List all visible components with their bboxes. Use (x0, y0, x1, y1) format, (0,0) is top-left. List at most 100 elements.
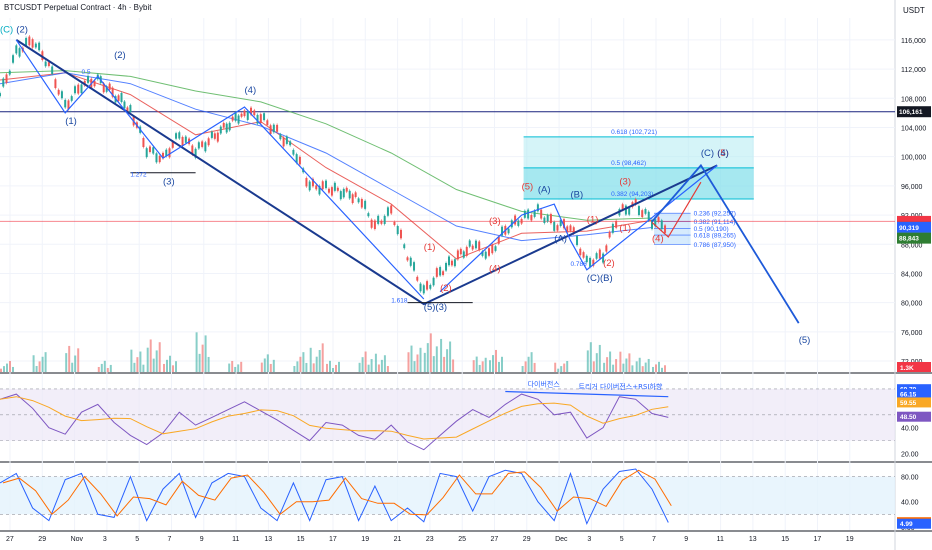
candle-body (168, 148, 171, 158)
volume-bar (435, 346, 438, 372)
price-badge-label: 88,843 (899, 236, 919, 243)
volume-bar (269, 363, 272, 372)
candle-body (142, 138, 145, 148)
time-tick-label: 5 (620, 536, 624, 543)
candle-body (197, 142, 200, 149)
candle-body (321, 181, 324, 190)
candle-body (269, 125, 272, 135)
volume-bar (527, 356, 530, 372)
candle-body (474, 240, 477, 249)
candle-body (259, 114, 262, 124)
candle-body (120, 93, 123, 102)
rsi-badge (897, 388, 931, 399)
candle-body (148, 146, 151, 153)
candle-body (105, 86, 108, 92)
wave-label: (4) (717, 148, 729, 159)
candle-body (608, 231, 611, 238)
candle-body (556, 225, 559, 231)
candle-body (345, 187, 348, 192)
candle-body (546, 215, 549, 222)
volume-bar (97, 366, 100, 372)
candle-body (497, 236, 500, 244)
volume-bar (416, 354, 419, 372)
candle-body (501, 226, 504, 236)
candle-body (598, 249, 601, 259)
time-tick-label: 27 (6, 536, 14, 543)
volume-bar (655, 364, 657, 372)
candle-body (123, 101, 126, 109)
wave-label: (3) (619, 176, 631, 187)
major-wave-line[interactable] (15, 39, 718, 306)
time-tick-label: 9 (200, 536, 204, 543)
candle-body (471, 245, 474, 250)
rsi-badge-label: 59.55 (900, 400, 917, 407)
candle-body (413, 262, 416, 271)
projection-alt-path[interactable] (651, 181, 702, 238)
candle-body (621, 204, 624, 210)
time-tick-label: 19 (846, 536, 854, 543)
time-tick-label: 7 (652, 536, 656, 543)
volume-bar (321, 343, 324, 372)
price-tick-label: 104,000 (901, 125, 926, 132)
candle-body (527, 209, 530, 219)
rsi-tick-label: 40.00 (901, 426, 919, 433)
candle-body (589, 257, 592, 267)
volume-bar (260, 362, 263, 372)
candle-body (178, 132, 181, 139)
volume-bar (652, 366, 654, 372)
candle-body (559, 219, 562, 227)
fib-zone-upper (523, 136, 754, 168)
moving-average-line (0, 70, 653, 221)
wave-label: (2) (603, 258, 615, 269)
time-tick-label: 11 (232, 536, 239, 543)
grid-lines (0, 18, 895, 530)
volume-bar (175, 361, 177, 372)
candle-body (468, 240, 471, 247)
fib-level-label: 0.5 (98,462) (611, 160, 646, 167)
volume-bar (106, 368, 109, 372)
candle-body (2, 78, 5, 87)
projection-path[interactable] (651, 163, 800, 324)
candle-body (54, 79, 57, 89)
volume-bar (410, 345, 413, 372)
price-badge (897, 221, 931, 233)
price-badge-label: 90,319 (899, 225, 919, 232)
candle-body (263, 113, 266, 121)
candle-body (162, 152, 164, 159)
volume-bar (234, 366, 237, 372)
time-tick-label: Dec (555, 536, 568, 543)
candle-body (386, 207, 389, 216)
candle-body (641, 210, 644, 218)
price-tick-label: 112,000 (901, 67, 926, 74)
candle-body (70, 96, 73, 101)
volume-bar (432, 356, 435, 372)
candle-body (216, 132, 219, 142)
time-tick-label: 15 (297, 536, 305, 543)
volume-bar (272, 359, 275, 372)
stoch-tick-label: 40.00 (901, 500, 919, 507)
candle-body (416, 276, 419, 281)
volume-bar (664, 365, 666, 372)
volume-bar (201, 344, 204, 372)
candle-body (102, 83, 105, 93)
correction-wave-line[interactable] (439, 164, 718, 293)
price-badge-label: 106,161 (899, 109, 923, 116)
volume-bar (557, 368, 560, 372)
currency-label: USDT (903, 6, 925, 15)
candle-body (357, 198, 360, 203)
candle-body (383, 215, 386, 224)
candle-body (64, 99, 67, 108)
candle-body (491, 244, 494, 254)
candle-body (514, 215, 517, 225)
sub-wave-line[interactable] (15, 39, 425, 300)
candle-body (615, 220, 618, 228)
volume-bar (619, 351, 622, 372)
candle-body (445, 262, 448, 271)
volume-bar (3, 366, 5, 372)
wave-drawings[interactable]: 0.5 1.272 1.618 0.786 (15, 39, 800, 324)
candle-body (651, 219, 653, 229)
